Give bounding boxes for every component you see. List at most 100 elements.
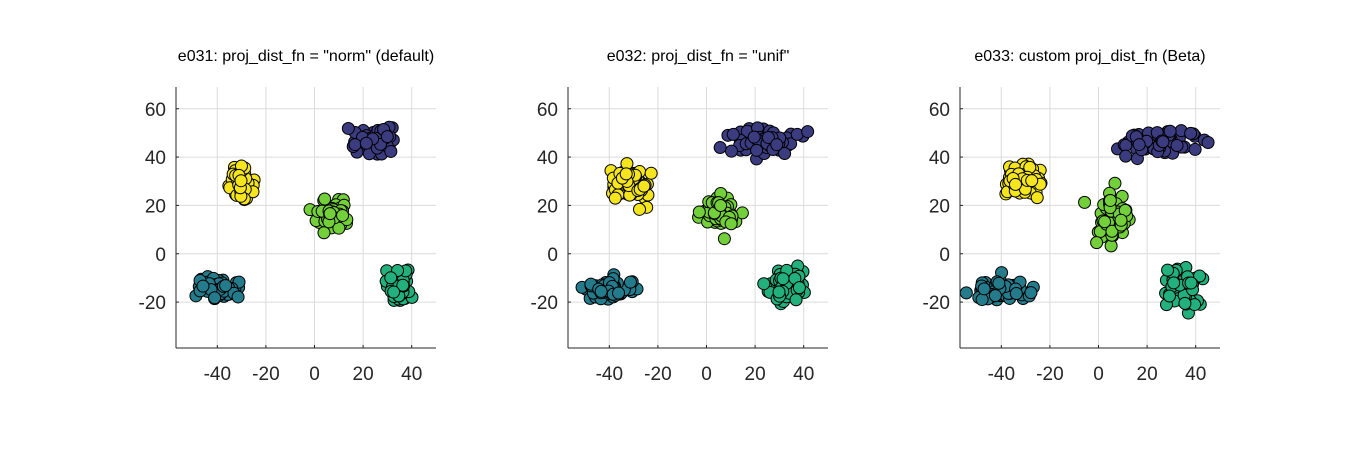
data-point [778, 146, 792, 160]
x-tick-label: 20 [1137, 364, 1158, 385]
x-tick-label: 0 [1093, 364, 1104, 385]
y-tick-label: 20 [929, 196, 950, 217]
x-tick-label: 0 [309, 364, 320, 385]
cluster [341, 120, 400, 161]
data-point [623, 275, 637, 289]
data-point [726, 127, 740, 141]
data-point [1030, 191, 1044, 205]
y-tick-label: 60 [145, 100, 166, 121]
data-point [770, 138, 784, 152]
x-tick-label: -20 [644, 364, 671, 385]
cluster [713, 121, 815, 166]
panel-title: e031: proj_dist_fn = "norm" (default) [178, 48, 434, 65]
panel-title: e033: custom proj_dist_fn (Beta) [974, 48, 1205, 65]
data-point [219, 279, 233, 293]
data-point [977, 282, 991, 296]
data-point [776, 272, 790, 286]
data-point [724, 144, 738, 158]
data-point [750, 143, 764, 157]
data-point [317, 226, 331, 240]
data-point [959, 286, 973, 300]
data-point [644, 166, 658, 180]
cluster [189, 270, 246, 306]
x-tick-label: -40 [988, 364, 1015, 385]
cluster [604, 157, 658, 216]
cluster [757, 259, 811, 311]
y-tick-label: 20 [537, 196, 558, 217]
data-point [975, 293, 989, 307]
data-point [1161, 263, 1175, 277]
data-point [1156, 135, 1170, 149]
data-point [1162, 289, 1176, 303]
data-point [594, 284, 608, 298]
data-point [231, 290, 245, 304]
data-point [359, 136, 373, 150]
data-point [323, 207, 337, 221]
axes: -40 -20 0 20 40 -20 0 20 40 60 [531, 87, 828, 385]
x-tick-label: 40 [1185, 364, 1206, 385]
panel-title: e032: proj_dist_fn = "unif" [607, 48, 790, 65]
data-point [336, 208, 350, 222]
y-tick-label: 60 [537, 100, 558, 121]
scatter-points [189, 120, 419, 307]
y-tick-label: -20 [531, 293, 558, 314]
cluster [303, 192, 354, 240]
cluster [1159, 261, 1210, 320]
cluster [959, 266, 1040, 307]
data-point [318, 192, 332, 206]
data-point [608, 191, 622, 205]
data-point [772, 285, 786, 299]
data-point [717, 232, 731, 246]
data-point [637, 179, 651, 193]
data-point [1105, 224, 1119, 238]
y-tick-label: 0 [547, 245, 558, 266]
data-point [789, 293, 803, 307]
data-point [348, 138, 362, 152]
x-tick-label: 20 [353, 364, 374, 385]
data-point [761, 130, 775, 144]
data-point [1167, 276, 1181, 290]
data-point [1184, 276, 1198, 290]
cluster [692, 186, 749, 246]
data-point [1201, 136, 1215, 150]
data-point [208, 291, 222, 305]
data-point [1009, 287, 1023, 301]
y-tick-label: 0 [939, 245, 950, 266]
data-point [1025, 174, 1039, 188]
x-tick-label: 20 [745, 364, 766, 385]
data-point [341, 121, 355, 135]
data-point [714, 199, 728, 213]
data-point [1188, 142, 1202, 156]
x-tick-label: -20 [1036, 364, 1063, 385]
data-point [713, 141, 727, 155]
x-tick-label: 40 [793, 364, 814, 385]
data-point [384, 271, 398, 285]
scatter-points [575, 121, 815, 311]
data-point [234, 174, 248, 188]
data-point [988, 289, 1002, 303]
data-point [1170, 138, 1184, 152]
x-tick-label: 0 [701, 364, 712, 385]
data-point [1024, 286, 1038, 300]
axes: -40 -20 0 20 40 -20 0 20 40 60 [923, 87, 1220, 385]
data-point [1098, 215, 1112, 229]
data-point [1163, 124, 1177, 138]
y-tick-label: 20 [145, 196, 166, 217]
data-point [196, 279, 210, 293]
data-point [801, 125, 815, 139]
y-tick-label: 60 [929, 100, 950, 121]
panel-e032: e032: proj_dist_fn = "unif" -40 -20 0 20 40-… [531, 48, 828, 385]
data-point [633, 202, 647, 216]
data-point [1132, 138, 1146, 152]
axes: -40 -20 0 20 40 -20 0 20 40 60 [139, 87, 436, 385]
data-point [384, 144, 398, 158]
y-tick-label: 40 [537, 148, 558, 169]
data-point [792, 281, 806, 295]
data-point [992, 276, 1006, 290]
data-point [692, 205, 706, 219]
x-tick-label: -40 [596, 364, 623, 385]
y-tick-label: 0 [155, 245, 166, 266]
data-point [1178, 296, 1192, 310]
data-point [387, 285, 401, 299]
